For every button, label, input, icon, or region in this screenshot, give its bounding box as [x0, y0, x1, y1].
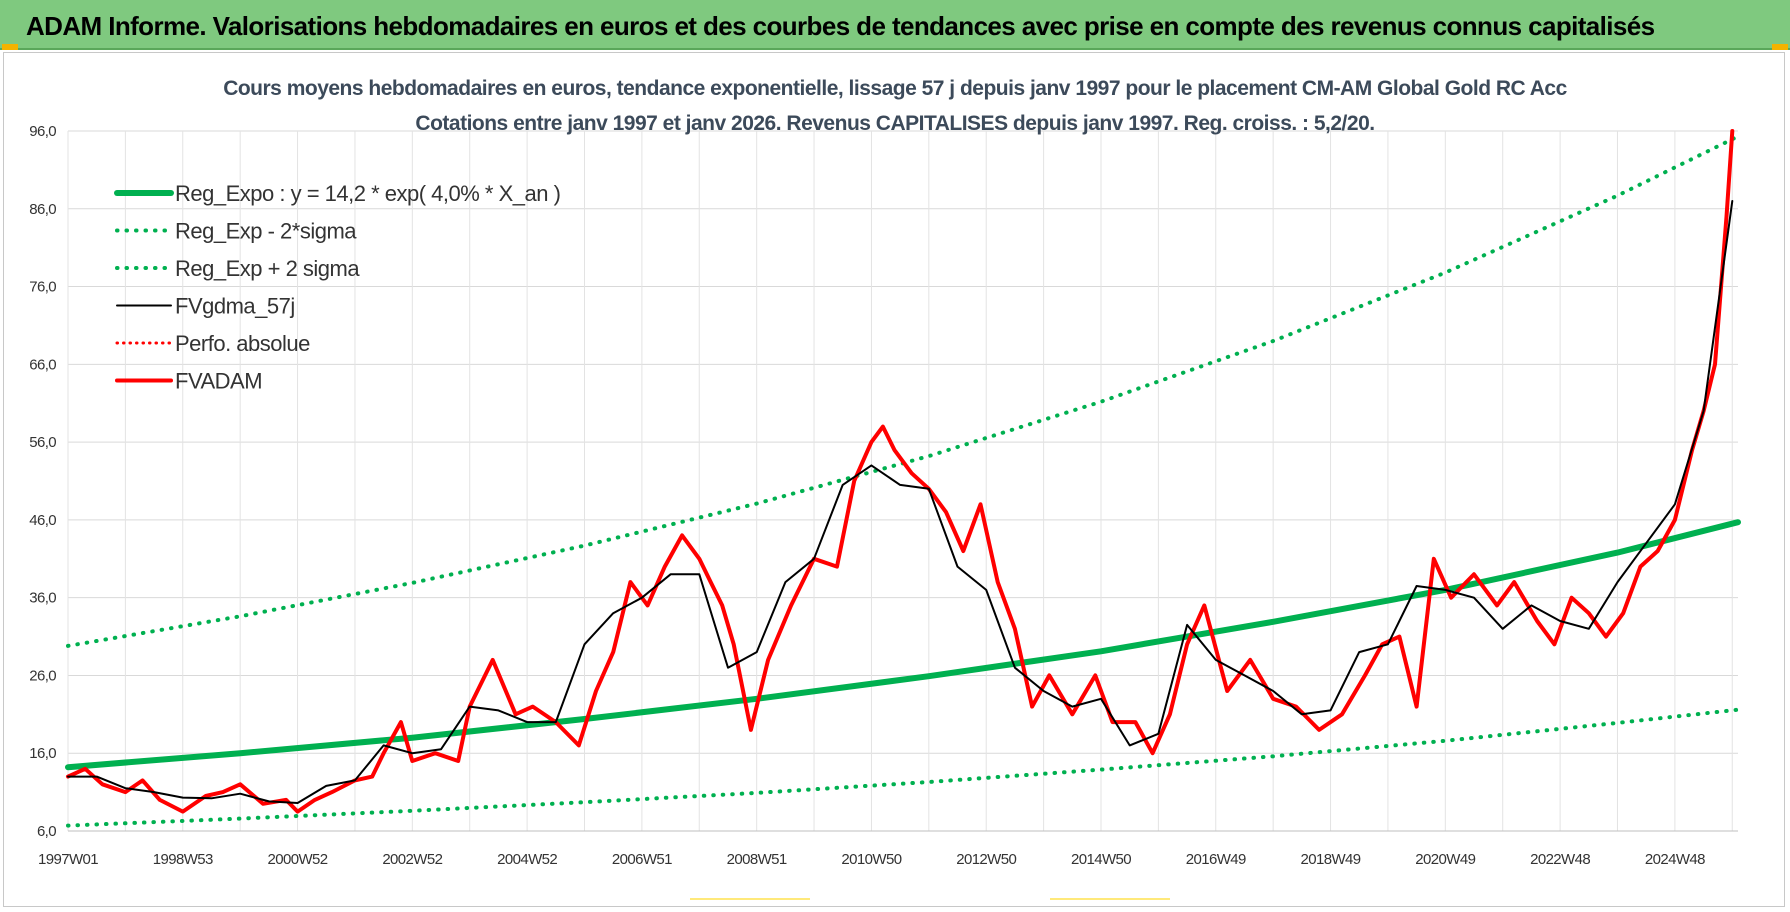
x-axis-ticks: 1997W01 1998W53 2000W52 2002W52 2004W52 2006W… [38, 851, 1706, 868]
y-tick-label: 26,0 [29, 667, 56, 684]
x-tick-label: 2018W49 [1301, 851, 1361, 868]
legend-label: Reg_Exp + 2 sigma [175, 256, 360, 281]
x-tick-label: 2000W52 [268, 851, 328, 868]
grid-lines [67, 130, 1738, 832]
x-tick-label: 2024W48 [1645, 851, 1705, 868]
legend-label: FVgdma_57j [175, 294, 295, 319]
x-tick-label: 2016W49 [1186, 851, 1246, 868]
x-tick-label: 2012W50 [956, 851, 1016, 868]
series-line [66, 129, 1735, 814]
chart-title-line-1: Cours moyens hebdomadaires en euros, ten… [223, 77, 1567, 100]
y-tick-label: 86,0 [29, 201, 56, 218]
chart-title-line-2: Cotations entre janv 1997 et janv 2026. … [415, 112, 1374, 135]
chart-frame [3, 52, 1785, 907]
series-line [66, 134, 1740, 648]
y-tick-label: 36,0 [29, 590, 56, 607]
legend-label: FVADAM [175, 369, 262, 394]
x-tick-label: 2020W49 [1415, 851, 1475, 868]
x-tick-label: 2010W50 [841, 851, 901, 868]
x-tick-label: 2002W52 [382, 851, 442, 868]
series-line [66, 707, 1740, 828]
x-tick-label: 2006W51 [612, 851, 672, 868]
y-axis-ticks: 6,0 16,0 26,0 36,0 46,0 56,0 66,0 76,0 86,0 96,0 [29, 123, 57, 840]
x-tick-label: 1997W01 [38, 851, 98, 868]
y-tick-label: 96,0 [29, 123, 56, 140]
x-tick-label: 2004W52 [497, 851, 557, 868]
y-tick-label: 76,0 [29, 279, 56, 296]
series-lines [65, 129, 1741, 828]
y-tick-label: 16,0 [29, 745, 56, 762]
x-tick-label: 2014W50 [1071, 851, 1131, 868]
legend-label: Reg_Exp - 2*sigma [175, 219, 357, 244]
report-title: ADAM Informe. Valorisations hebdomadaire… [26, 11, 1655, 41]
y-tick-label: 56,0 [29, 434, 56, 451]
y-tick-label: 46,0 [29, 512, 56, 529]
x-tick-label: 2008W51 [727, 851, 787, 868]
legend-label: Perfo. absolue [175, 331, 310, 356]
corner-mark-right [1772, 44, 1788, 50]
corner-mark-left [2, 44, 18, 50]
x-tick-label: 2022W48 [1530, 851, 1590, 868]
legend-label: Reg_Expo : y = 14,2 * exp( 4,0% * X_an ) [175, 181, 560, 206]
y-tick-label: 66,0 [29, 356, 56, 373]
y-tick-label: 6,0 [37, 823, 56, 840]
legend: Reg_Expo : y = 14,2 * exp( 4,0% * X_an )… [114, 181, 561, 394]
series-line [67, 200, 1734, 804]
x-tick-label: 1998W53 [153, 851, 213, 868]
series-line [65, 519, 1741, 771]
header-banner: ADAM Informe. Valorisations hebdomadaire… [0, 0, 1790, 50]
